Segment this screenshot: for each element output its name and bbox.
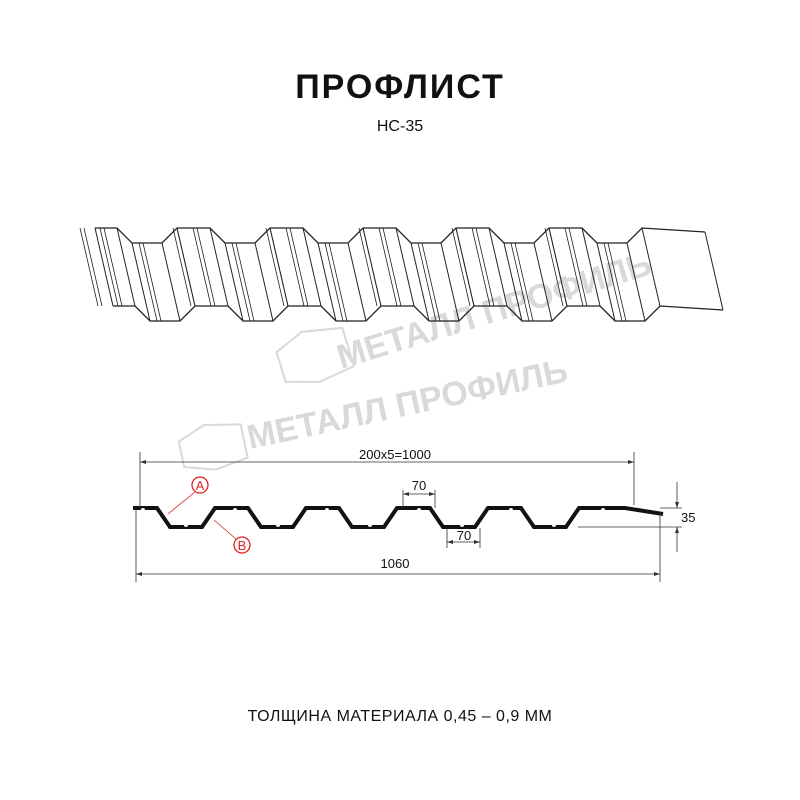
stiffener-rib: [141, 508, 145, 512]
sheet-back-edge: [95, 227, 706, 244]
cross-section-profile: [133, 506, 664, 529]
rib-line: [603, 242, 623, 322]
rib-line: [289, 227, 309, 307]
fold-line: [161, 242, 181, 322]
rib-line: [269, 227, 289, 307]
rib-line: [382, 227, 402, 307]
fold-line: [224, 242, 244, 322]
logo-icon: [275, 326, 356, 383]
fold-line: [410, 242, 430, 322]
stiffener-rib: [460, 523, 464, 527]
rib-line: [142, 242, 162, 322]
marker-b: B: [213, 519, 251, 554]
svg-text:A: A: [196, 478, 205, 493]
fold-line: [395, 227, 415, 307]
rib-line: [192, 227, 212, 307]
rib-line: [285, 227, 305, 307]
dim-bottom-flat-label: 70: [457, 528, 471, 543]
rib-line: [510, 242, 530, 322]
dimension-arrows: [136, 460, 679, 576]
stiffener-rib: [368, 523, 372, 527]
rib-line: [328, 242, 348, 322]
stiffener-rib: [325, 508, 329, 512]
fold-line: [116, 227, 136, 307]
fold-line: [626, 242, 646, 322]
dimension-lines: [135, 452, 682, 582]
rib-line: [362, 227, 382, 307]
fold-line: [317, 242, 337, 322]
svg-text:B: B: [238, 538, 247, 553]
rib-line: [358, 227, 378, 307]
watermark-text: МЕТАЛЛ ПРОФИЛЬ: [333, 245, 656, 377]
fold-line: [347, 242, 367, 322]
watermark-top: МЕТАЛЛ ПРОФИЛЬ: [275, 245, 656, 383]
isometric-sheet: [79, 227, 724, 322]
fold-line: [302, 227, 322, 307]
rib-line: [235, 242, 255, 322]
rib-line: [475, 227, 495, 307]
fold-line: [704, 231, 724, 311]
rib-line: [417, 242, 437, 322]
fold-line: [596, 242, 616, 322]
stiffener-rib: [184, 523, 188, 527]
stiffener-rib: [509, 508, 513, 512]
rib-line: [451, 227, 471, 307]
sheet-front-edge: [113, 305, 724, 322]
rib-line: [83, 227, 103, 307]
rib-line: [324, 242, 344, 322]
profile-outline: [133, 506, 664, 529]
stiffener-rib: [233, 508, 237, 512]
rib-line: [455, 227, 475, 307]
stiffener-rib: [601, 508, 605, 512]
rib-line: [607, 242, 627, 322]
fold-line: [581, 227, 601, 307]
fold-line: [254, 242, 274, 322]
rib-line: [172, 227, 192, 307]
rib-line: [421, 242, 441, 322]
rib-line: [231, 242, 251, 322]
dim-pitch-label: 200x5=1000: [359, 447, 431, 462]
thickness-note: ТОЛЩИНА МАТЕРИАЛА 0,45 – 0,9 ММ: [247, 708, 553, 725]
fold-line: [440, 242, 460, 322]
fold-line: [503, 242, 523, 322]
dim-height-label: 35: [681, 510, 695, 525]
rib-line: [103, 227, 123, 307]
rib-line: [471, 227, 491, 307]
rib-line: [544, 227, 564, 307]
rib-line: [564, 227, 584, 307]
fold-line: [94, 227, 114, 307]
rib-line: [514, 242, 534, 322]
rib-line: [176, 227, 196, 307]
rib-line: [99, 227, 119, 307]
rib-line: [568, 227, 588, 307]
page-title: ПРОФЛИСТ: [295, 68, 505, 106]
rib-line: [378, 227, 398, 307]
rib-line: [196, 227, 216, 307]
fold-line: [131, 242, 151, 322]
rib-line: [79, 227, 99, 307]
stiffener-rib: [417, 508, 421, 512]
dim-top-flat-label: 70: [412, 478, 426, 493]
rib-line: [138, 242, 158, 322]
fold-line: [209, 227, 229, 307]
fold-line: [488, 227, 508, 307]
rib-line: [265, 227, 285, 307]
fold-line: [533, 242, 553, 322]
watermark-text: МЕТАЛЛ ПРОФИЛЬ: [244, 352, 571, 457]
fold-line: [641, 227, 661, 307]
dim-width-label: 1060: [381, 556, 410, 571]
stiffener-rib: [276, 523, 280, 527]
model-subtitle: НС-35: [376, 118, 424, 135]
stiffener-rib: [552, 523, 556, 527]
marker-a: A: [167, 476, 209, 515]
logo-icon: [177, 423, 249, 471]
rib-line: [548, 227, 568, 307]
